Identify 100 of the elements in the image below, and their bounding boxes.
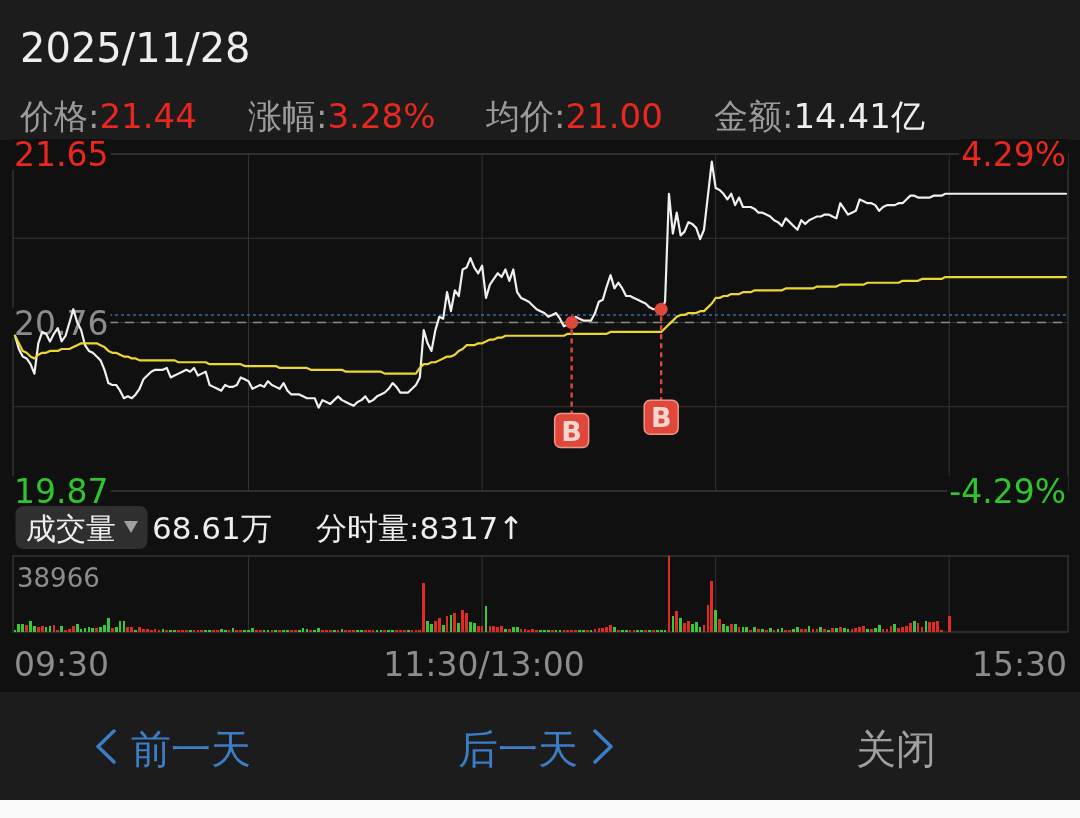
bar <box>539 629 542 632</box>
text: 68.61万 <box>152 510 272 546</box>
bar <box>515 626 519 632</box>
bar <box>620 629 624 632</box>
bar <box>854 628 858 632</box>
bar <box>453 613 457 632</box>
bar <box>398 629 402 632</box>
bar <box>726 625 729 632</box>
bar <box>507 628 511 632</box>
bar <box>613 626 616 632</box>
bar <box>188 629 192 632</box>
bar <box>243 629 246 632</box>
bar <box>71 625 75 632</box>
bar <box>803 628 807 632</box>
bar <box>325 629 328 632</box>
text: 成交量 <box>26 511 116 546</box>
bar <box>251 628 254 632</box>
bar <box>348 629 352 632</box>
bar <box>383 629 387 632</box>
bar <box>835 628 838 632</box>
bar <box>858 627 862 632</box>
bar <box>683 622 686 632</box>
bar <box>184 629 188 632</box>
bar <box>293 629 297 632</box>
bar <box>640 629 644 632</box>
bar <box>581 629 585 632</box>
bar <box>110 628 114 632</box>
bar <box>877 625 881 632</box>
bar <box>745 627 749 632</box>
bar <box>792 628 795 632</box>
bar <box>574 629 577 632</box>
bar <box>60 625 64 632</box>
bar <box>679 618 683 632</box>
bar <box>25 625 28 632</box>
bar <box>64 629 67 632</box>
bar <box>56 629 60 632</box>
bar <box>636 629 640 632</box>
bar <box>788 629 792 632</box>
bar <box>461 609 465 632</box>
bar <box>235 629 239 632</box>
bar <box>367 629 371 632</box>
bar <box>492 625 496 632</box>
bar <box>169 629 173 632</box>
bar <box>36 626 40 632</box>
bar <box>75 623 79 632</box>
bar <box>469 622 472 632</box>
bar <box>928 622 932 632</box>
bar <box>457 622 461 632</box>
bar <box>710 581 714 632</box>
bar <box>823 628 827 632</box>
bar <box>784 629 788 632</box>
bar <box>908 622 912 632</box>
bar <box>107 617 110 632</box>
bar <box>149 629 153 632</box>
bar <box>180 629 184 632</box>
bar <box>819 627 823 632</box>
bar <box>352 629 355 632</box>
bar <box>165 629 169 632</box>
bar <box>504 628 507 632</box>
bar <box>870 628 873 632</box>
bar <box>177 629 180 632</box>
bar <box>690 623 694 632</box>
bar <box>687 620 690 632</box>
bar <box>430 623 433 632</box>
y2-tick-label: 4.29% <box>961 135 1066 174</box>
bar <box>648 629 651 632</box>
bar <box>17 623 21 632</box>
bar <box>905 625 908 632</box>
bar <box>422 583 426 632</box>
bar <box>570 629 574 632</box>
text: 11:30/13:00 <box>383 645 585 684</box>
bar <box>212 629 215 632</box>
bar <box>332 629 336 632</box>
bar <box>761 628 764 632</box>
bar <box>289 629 293 632</box>
bar <box>309 629 313 632</box>
y-tick-label: 19.87 <box>14 472 109 511</box>
bar <box>145 628 149 632</box>
text: 分时量:8317↑ <box>316 510 525 546</box>
bar <box>543 629 546 632</box>
bar <box>714 609 718 632</box>
bar <box>585 629 589 632</box>
text: 涨幅:3.28% <box>248 96 436 136</box>
bar <box>223 629 227 632</box>
bar <box>33 625 36 632</box>
bar <box>40 625 44 632</box>
bar <box>535 629 538 632</box>
bar <box>134 629 137 632</box>
text: 关闭 <box>856 726 936 772</box>
bar <box>395 629 398 632</box>
bar <box>402 629 406 632</box>
bar <box>328 629 332 632</box>
bar <box>652 629 655 632</box>
annotation: 38966 <box>17 563 100 593</box>
bar <box>437 618 441 632</box>
bar <box>254 629 258 632</box>
text: 15:30 <box>971 645 1067 684</box>
bar <box>286 629 289 632</box>
bar <box>675 610 679 632</box>
bar <box>465 613 468 632</box>
